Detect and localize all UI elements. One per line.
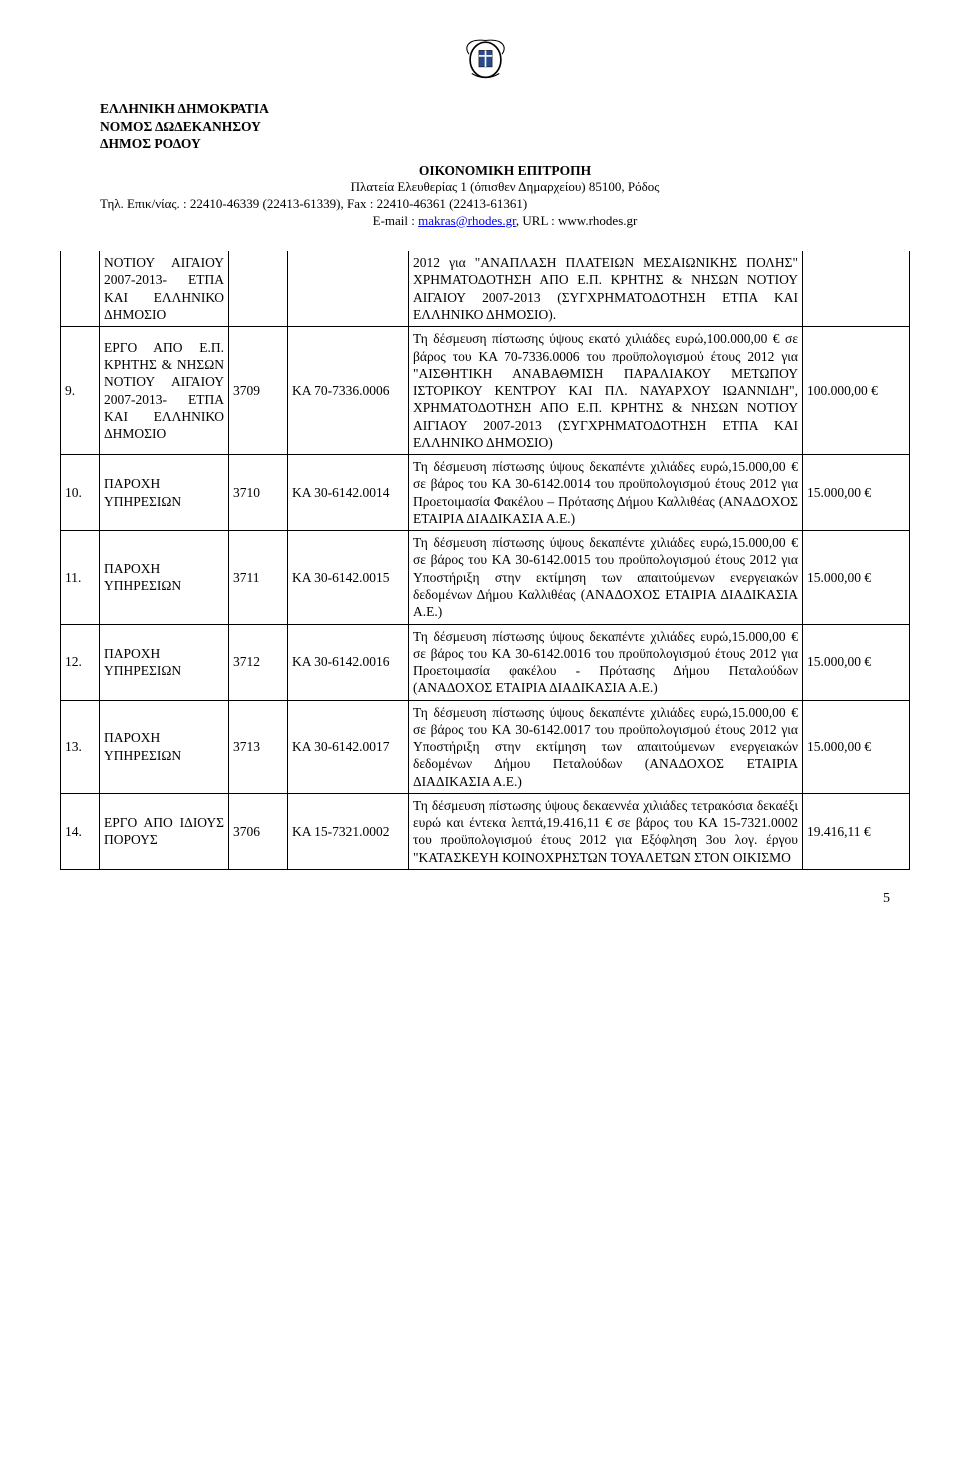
org-line-1: ΕΛΛΗΝΙΚΗ ΔΗΜΟΚΡΑΤΙΑ — [100, 100, 910, 117]
cell-desc: Τη δέσμευση πίστωσης ύψους εκατό χιλιάδε… — [409, 327, 803, 455]
cell-desc: Τη δέσμευση πίστωσης ύψους δεκαεννέα χιλ… — [409, 793, 803, 869]
cell-amount: 15.000,00 € — [803, 624, 910, 700]
committee-title: ΟΙΚΟΝΟΜΙΚΗ ΕΠΙΤΡΟΠΗ — [100, 162, 910, 179]
cell-cat: ΠΑΡΟΧΗ ΥΠΗΡΕΣΙΩΝ — [100, 624, 229, 700]
cell-amount: 15.000,00 € — [803, 455, 910, 531]
page-number: 5 — [60, 890, 910, 908]
cell-desc: Τη δέσμευση πίστωσης ύψους δεκαπέντε χιλ… — [409, 455, 803, 531]
cell-code2: ΚΑ 30-6142.0017 — [288, 700, 409, 793]
url-prefix: , URL : — [516, 213, 558, 228]
cell-cat: ΕΡΓΟ ΑΠΟ Ε.Π. ΚΡΗΤΗΣ & ΝΗΣΩΝ ΝΟΤΙΟΥ ΑΙΓΑ… — [100, 327, 229, 455]
cell-code2: ΚΑ 15-7321.0002 — [288, 793, 409, 869]
coat-of-arms-icon — [458, 35, 513, 90]
cell-desc: Τη δέσμευση πίστωσης ύψους δεκαπέντε χιλ… — [409, 531, 803, 624]
cell-code1: 3709 — [229, 327, 288, 455]
cell-cat: ΠΑΡΟΧΗ ΥΠΗΡΕΣΙΩΝ — [100, 531, 229, 624]
table-row: 9.ΕΡΓΟ ΑΠΟ Ε.Π. ΚΡΗΤΗΣ & ΝΗΣΩΝ ΝΟΤΙΟΥ ΑΙ… — [61, 327, 910, 455]
cell-desc: 2012 για "ΑΝΑΠΛΑΣΗ ΠΛΑΤΕΙΩΝ ΜΕΣΑΙΩΝΙΚΗΣ … — [409, 251, 803, 327]
cell-num: 10. — [61, 455, 100, 531]
cell-amount: 100.000,00 € — [803, 327, 910, 455]
phone-line: Τηλ. Επικ/νίας. : 22410-46339 (22413-613… — [100, 196, 910, 213]
cell-code1: 3711 — [229, 531, 288, 624]
address-line: Πλατεία Ελευθερίας 1 (όπισθεν Δημαρχείου… — [100, 179, 910, 196]
document-header — [60, 35, 910, 94]
cell-code1 — [229, 251, 288, 327]
cell-desc: Τη δέσμευση πίστωσης ύψους δεκαπέντε χιλ… — [409, 624, 803, 700]
email-line: E-mail : makras@rhodes.gr, URL : www.rho… — [100, 213, 910, 230]
table-row: 10.ΠΑΡΟΧΗ ΥΠΗΡΕΣΙΩΝ3710ΚΑ 30-6142.0014Τη… — [61, 455, 910, 531]
org-line-2: ΝΟΜΟΣ ΔΩΔΕΚΑΝΗΣΟΥ — [100, 118, 910, 135]
cell-num: 13. — [61, 700, 100, 793]
cell-cat: ΠΑΡΟΧΗ ΥΠΗΡΕΣΙΩΝ — [100, 455, 229, 531]
header-block: ΕΛΛΗΝΙΚΗ ΔΗΜΟΚΡΑΤΙΑ ΝΟΜΟΣ ΔΩΔΕΚΑΝΗΣΟΥ ΔΗ… — [100, 100, 910, 229]
email-prefix: E-mail : — [373, 213, 419, 228]
cell-num — [61, 251, 100, 327]
cell-code2: ΚΑ 30-6142.0015 — [288, 531, 409, 624]
cell-code1: 3710 — [229, 455, 288, 531]
cell-amount: 15.000,00 € — [803, 700, 910, 793]
cell-code2: ΚΑ 30-6142.0014 — [288, 455, 409, 531]
cell-amount — [803, 251, 910, 327]
url-text: www.rhodes.gr — [558, 213, 637, 228]
cell-desc: Τη δέσμευση πίστωσης ύψους δεκαπέντε χιλ… — [409, 700, 803, 793]
table-row: 12.ΠΑΡΟΧΗ ΥΠΗΡΕΣΙΩΝ3712ΚΑ 30-6142.0016Τη… — [61, 624, 910, 700]
cell-amount: 15.000,00 € — [803, 531, 910, 624]
table-row: 11.ΠΑΡΟΧΗ ΥΠΗΡΕΣΙΩΝ3711ΚΑ 30-6142.0015Τη… — [61, 531, 910, 624]
cell-code2: ΚΑ 30-6142.0016 — [288, 624, 409, 700]
cell-code1: 3712 — [229, 624, 288, 700]
table-row: 13.ΠΑΡΟΧΗ ΥΠΗΡΕΣΙΩΝ3713ΚΑ 30-6142.0017Τη… — [61, 700, 910, 793]
cell-cat: ΝΟΤΙΟΥ ΑΙΓΑΙΟΥ 2007-2013- ΕΤΠΑ ΚΑΙ ΕΛΛΗΝ… — [100, 251, 229, 327]
cell-cat: ΕΡΓΟ ΑΠΟ ΙΔΙΟΥΣ ΠΟΡΟΥΣ — [100, 793, 229, 869]
cell-num: 11. — [61, 531, 100, 624]
org-line-3: ΔΗΜΟΣ ΡΟΔΟΥ — [100, 135, 910, 152]
cell-num: 14. — [61, 793, 100, 869]
cell-cat: ΠΑΡΟΧΗ ΥΠΗΡΕΣΙΩΝ — [100, 700, 229, 793]
cell-code1: 3706 — [229, 793, 288, 869]
email-link[interactable]: makras@rhodes.gr — [418, 213, 516, 228]
cell-num: 12. — [61, 624, 100, 700]
table-row: ΝΟΤΙΟΥ ΑΙΓΑΙΟΥ 2007-2013- ΕΤΠΑ ΚΑΙ ΕΛΛΗΝ… — [61, 251, 910, 327]
cell-amount: 19.416,11 € — [803, 793, 910, 869]
cell-code2 — [288, 251, 409, 327]
table-row: 14.ΕΡΓΟ ΑΠΟ ΙΔΙΟΥΣ ΠΟΡΟΥΣ3706ΚΑ 15-7321.… — [61, 793, 910, 869]
cell-code1: 3713 — [229, 700, 288, 793]
budget-table: ΝΟΤΙΟΥ ΑΙΓΑΙΟΥ 2007-2013- ΕΤΠΑ ΚΑΙ ΕΛΛΗΝ… — [60, 251, 910, 870]
cell-num: 9. — [61, 327, 100, 455]
cell-code2: ΚΑ 70-7336.0006 — [288, 327, 409, 455]
